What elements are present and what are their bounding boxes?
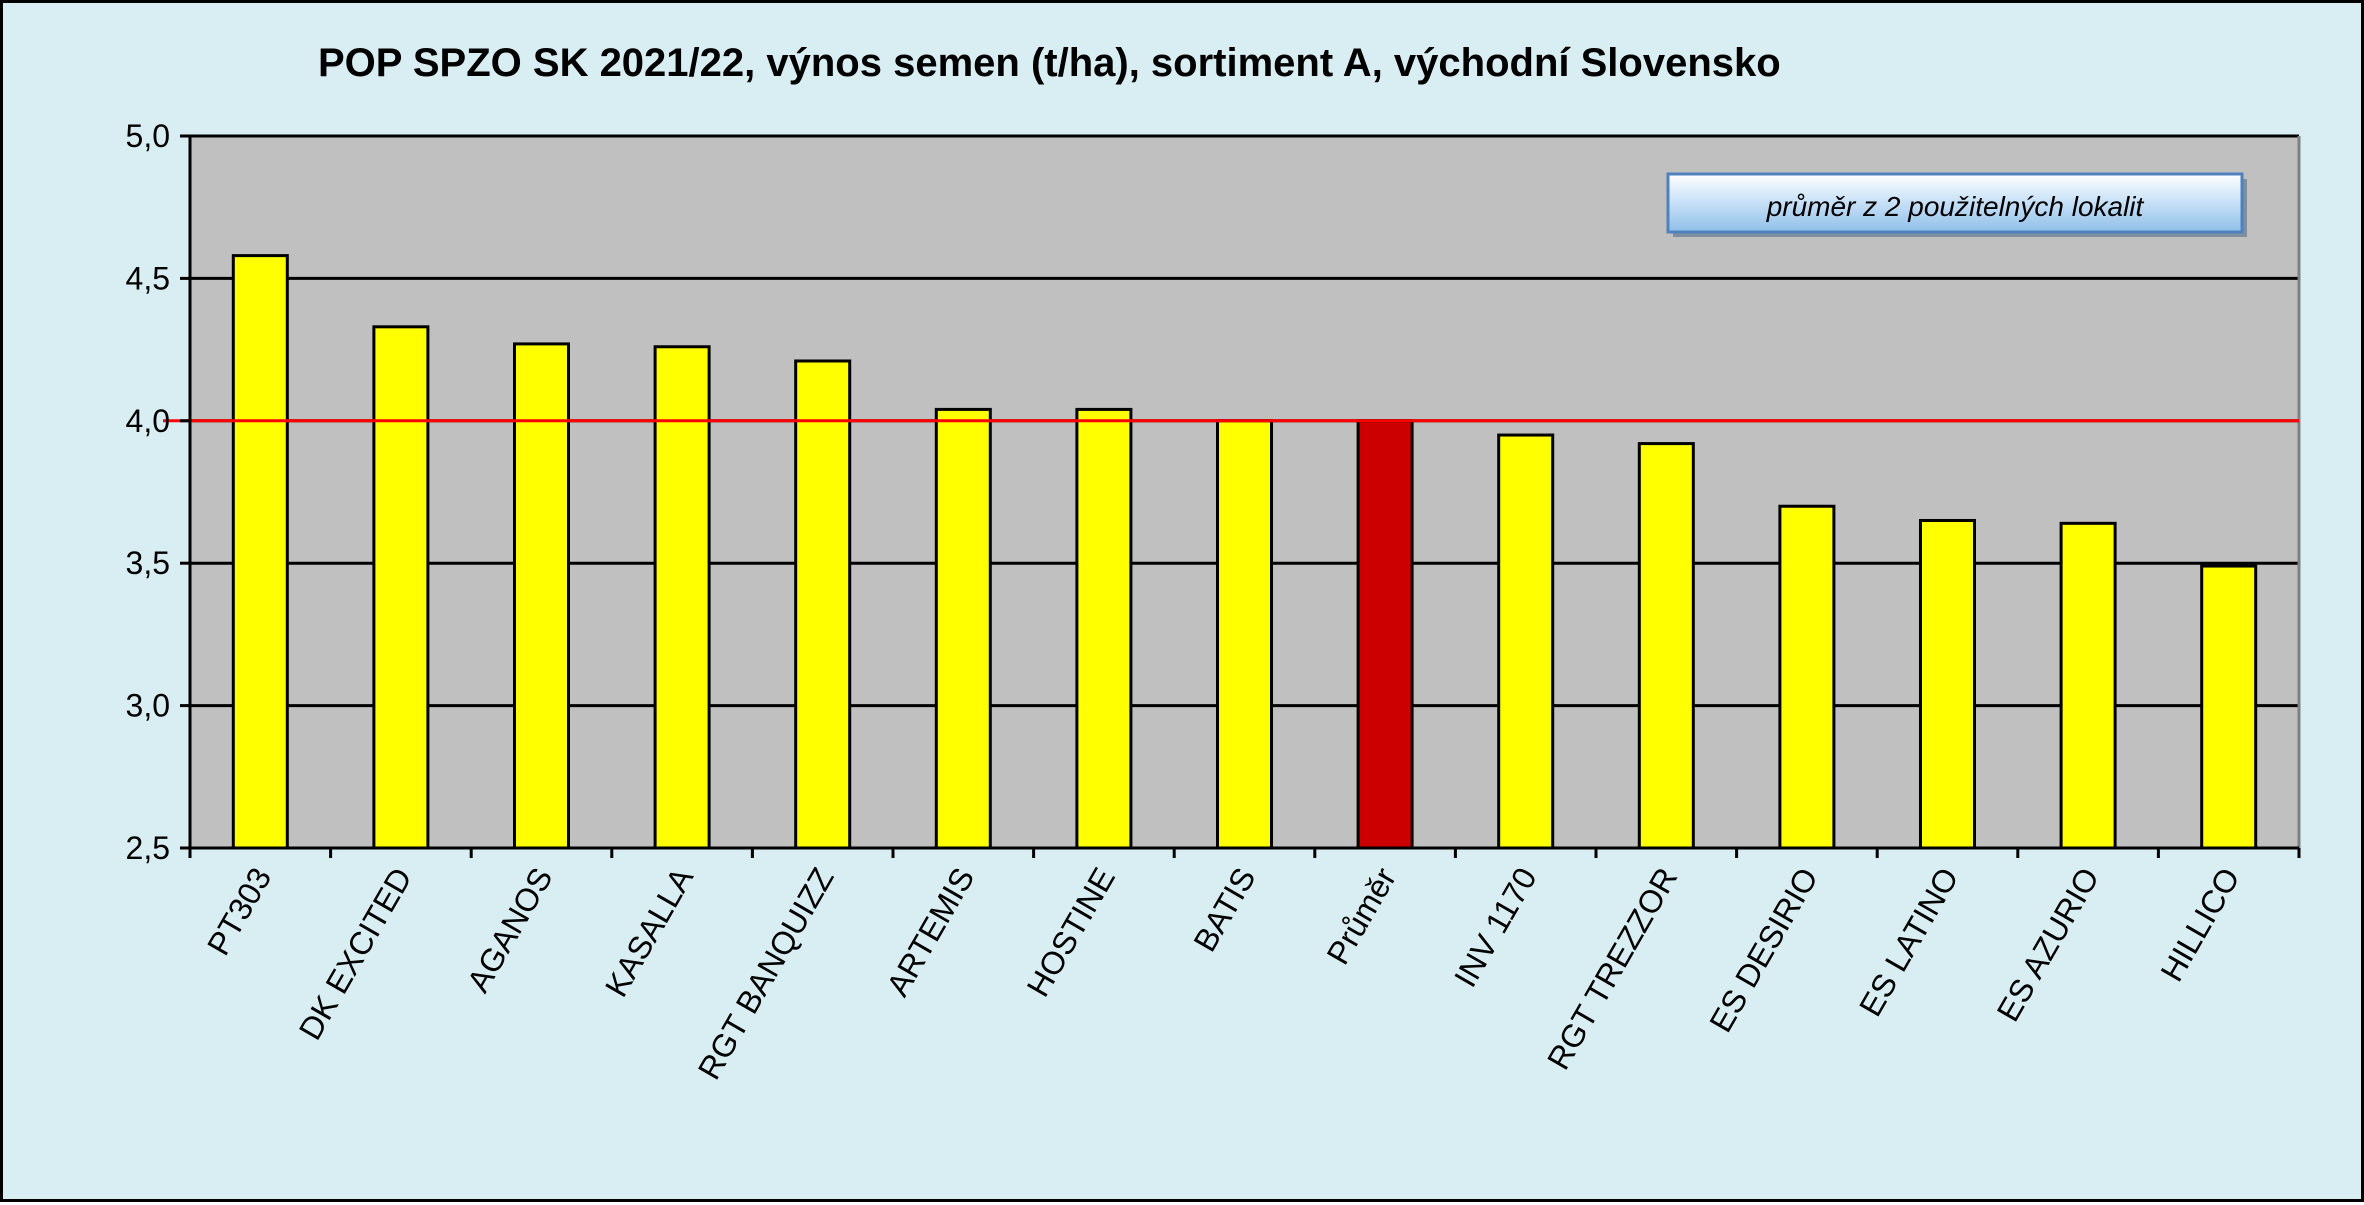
x-tick-label-3: KASALLA [598, 861, 701, 1003]
x-tick-label-8: Průměr [1320, 861, 1404, 970]
annotation-box: průměr z 2 použitelných lokalit [1666, 172, 2247, 237]
bar-7 [1216, 419, 1273, 850]
bar-11 [1778, 504, 1836, 850]
x-tick-label-0: PT303 [200, 862, 278, 962]
bar-1 [372, 325, 430, 850]
bar-12 [1919, 518, 1976, 850]
chart-title: POP SPZO SK 2021/22, výnos semen (t/ha),… [318, 41, 1781, 85]
bar-4 [794, 359, 852, 850]
x-tick-label-4: RGT BANQUIZZ [691, 861, 841, 1085]
bar-8 [1356, 419, 1414, 850]
y-tick-label-0: 2,5 [126, 830, 170, 866]
bar-14 [2200, 564, 2258, 850]
bar-0 [231, 254, 289, 850]
x-tick-label-13: ES AZURIO [1990, 862, 2107, 1028]
y-tick-label-4: 4,5 [126, 260, 170, 296]
x-tick-label-7: BATIS [1186, 862, 1262, 958]
x-tick-label-1: DK EXCITED [292, 862, 419, 1046]
annotation-text: průměr z 2 použitelných lokalit [1766, 191, 2145, 222]
x-tick-label-2: AGANOS [460, 862, 560, 999]
bar-13 [2059, 521, 2117, 850]
bar-9 [1497, 433, 1555, 850]
x-tick-label-6: HOSTINE [1020, 862, 1122, 1003]
y-tick-label-2: 3,5 [126, 545, 170, 581]
x-tick-label-10: RGT TREZZOR [1540, 862, 1684, 1076]
x-tick-label-11: ES DESIRIO [1702, 862, 1825, 1039]
bar-6 [1075, 407, 1133, 850]
y-tick-labels: 2,5 3,0 3,5 4,0 4,5 5,0 [126, 118, 170, 866]
y-tick-label-1: 3,0 [126, 688, 170, 724]
x-tick-label-9: INV 1170 [1447, 862, 1544, 993]
axes [180, 134, 2301, 858]
x-tick-label-5: ARTEMIS [879, 862, 981, 1003]
x-tick-label-14: HILLICO [2153, 862, 2246, 988]
bars [231, 254, 2258, 850]
y-tick-label-3: 4,0 [126, 403, 170, 439]
bar-5 [934, 407, 992, 850]
y-tick-label-5: 5,0 [126, 118, 170, 154]
bar-chart: POP SPZO SK 2021/22, výnos semen (t/ha),… [126, 41, 2301, 1085]
bar-10 [1637, 442, 1695, 850]
x-tick-label-12: ES LATINO [1852, 862, 1966, 1023]
